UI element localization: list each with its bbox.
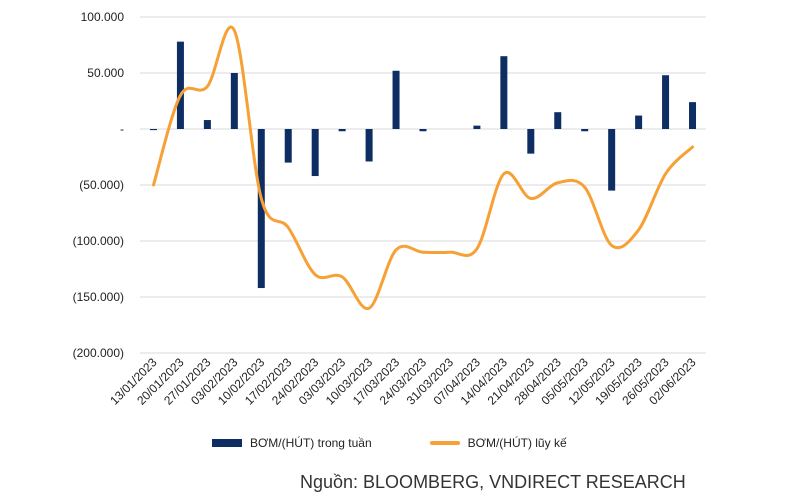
- y-tick-label: (150.000): [73, 290, 124, 304]
- line-series: [151, 25, 695, 310]
- bar-series: [149, 41, 697, 289]
- legend-label-bars: BƠM/(HÚT) trong tuần: [250, 436, 372, 450]
- bar: [554, 112, 562, 129]
- source-note: Nguồn: BLOOMBERG, VNDIRECT RESEARCH: [300, 472, 686, 492]
- legend-item-bars: BƠM/(HÚT) trong tuần: [212, 436, 372, 450]
- bar: [338, 129, 346, 132]
- y-axis-labels: 100.000 50.000 - (50.000) (100.000) (150.000)…: [73, 10, 125, 360]
- y-tick-label: 50.000: [87, 66, 124, 80]
- y-tick-label: -: [120, 122, 124, 136]
- bar: [365, 129, 373, 162]
- bar: [230, 73, 238, 129]
- bar: [203, 120, 211, 129]
- legend-swatch-line: [429, 441, 460, 445]
- bar: [392, 70, 400, 129]
- line-path: [151, 25, 695, 310]
- bar: [419, 129, 427, 132]
- y-tick-label: (200.000): [73, 346, 124, 360]
- y-tick-label: 100.000: [81, 10, 125, 24]
- bar: [662, 75, 670, 129]
- bar: [176, 41, 184, 129]
- bar: [689, 102, 697, 129]
- bar: [257, 129, 265, 289]
- bar: [635, 115, 643, 129]
- legend: BƠM/(HÚT) trong tuần BƠM/(HÚT) lũy kế: [212, 436, 625, 450]
- bar: [473, 125, 481, 129]
- legend-item-line: BƠM/(HÚT) lũy kế: [429, 436, 567, 450]
- legend-label-line: BƠM/(HÚT) lũy kế: [467, 436, 567, 450]
- x-axis-labels: 13/01/202320/01/202327/01/202303/02/2023…: [107, 355, 699, 408]
- y-tick-label: (50.000): [79, 178, 124, 192]
- bar: [149, 129, 157, 131]
- y-tick-label: (100.000): [73, 234, 124, 248]
- bar: [527, 129, 535, 154]
- grid-lines: [140, 16, 706, 354]
- bar: [608, 129, 616, 191]
- bar: [284, 129, 292, 163]
- bar: [581, 129, 589, 132]
- bar: [500, 56, 508, 130]
- legend-swatch-bar: [212, 439, 242, 447]
- bar: [311, 129, 319, 177]
